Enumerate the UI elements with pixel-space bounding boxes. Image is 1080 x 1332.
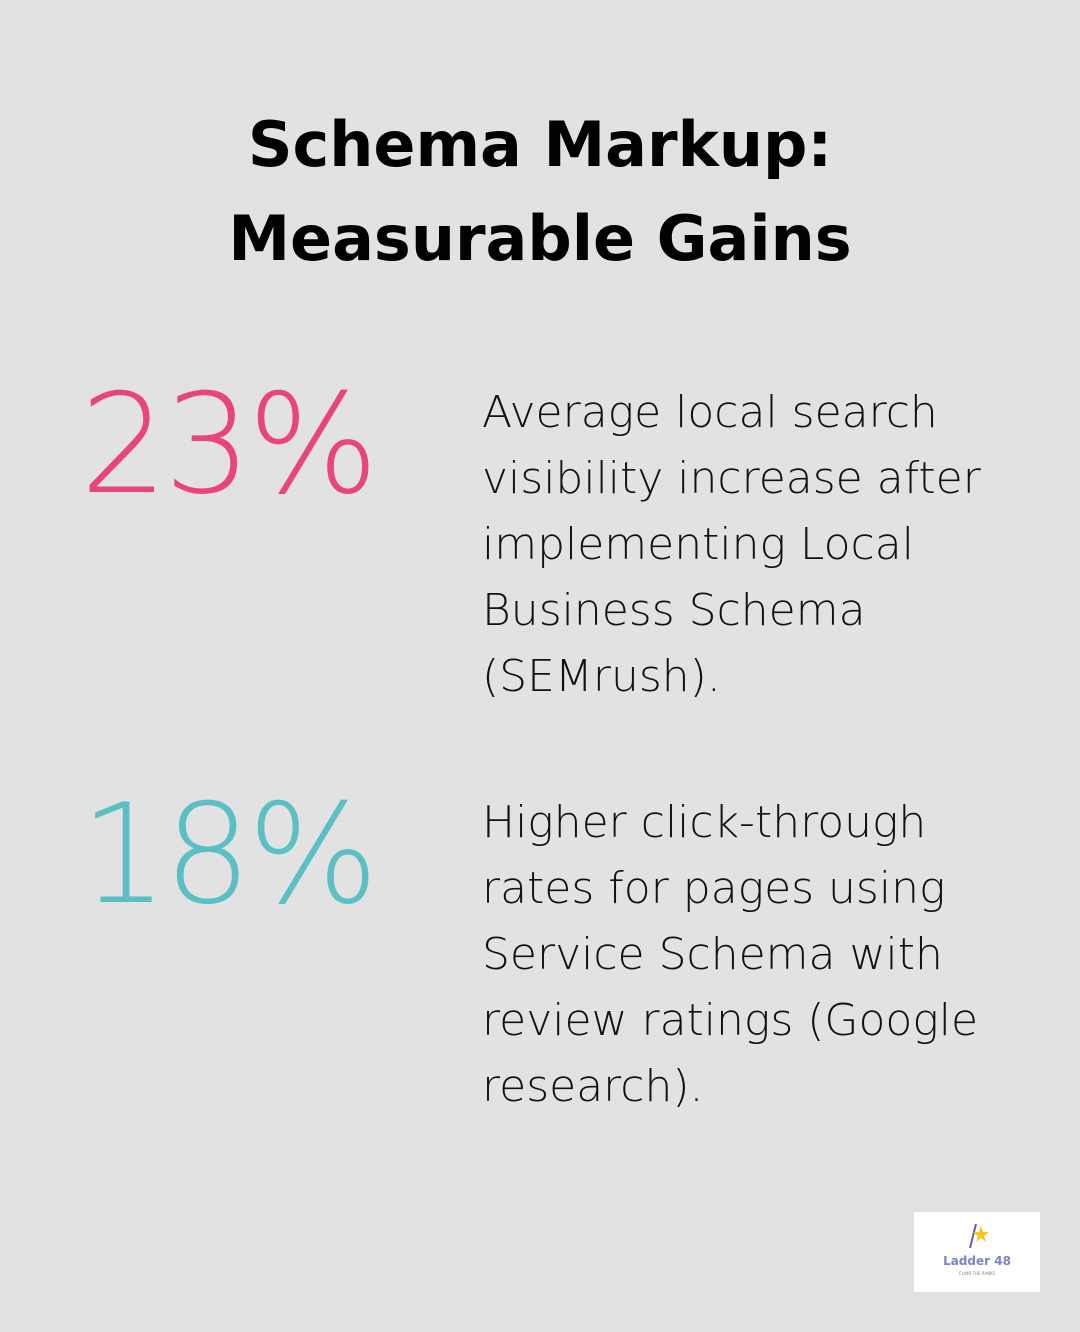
stat-description: Higher click-through rates for pages usi… <box>482 797 979 1112</box>
stat-value: 23% <box>80 364 379 525</box>
title-line: Measurable Gains <box>228 202 852 275</box>
title-line: Schema Markup: <box>247 108 833 181</box>
stat-value: 18% <box>80 774 379 935</box>
logo-tagline: CLIMB THE RANKS <box>958 1271 996 1276</box>
logo-name: Ladder 48 <box>943 1254 1011 1268</box>
title: Schema Markup: Measurable Gains <box>0 98 1080 286</box>
logo-icon <box>969 1223 989 1249</box>
logo: Ladder 48 CLIMB THE RANKS <box>914 1212 1040 1292</box>
stat-description: Average local search visibility increase… <box>482 387 981 702</box>
